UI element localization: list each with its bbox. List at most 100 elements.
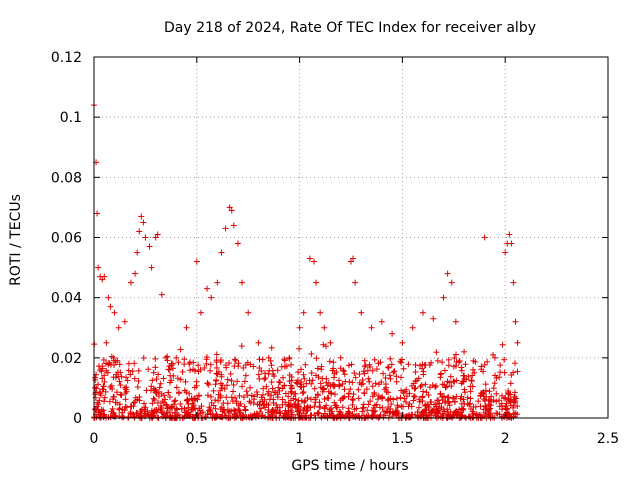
data-point xyxy=(169,405,176,412)
data-point xyxy=(512,318,519,325)
data-point xyxy=(207,393,214,400)
data-point xyxy=(227,370,234,377)
data-point xyxy=(232,394,239,401)
data-point xyxy=(127,403,134,410)
data-point xyxy=(371,389,378,396)
data-point xyxy=(387,405,394,412)
data-point xyxy=(92,376,99,383)
data-point xyxy=(339,395,346,402)
data-point xyxy=(444,378,451,385)
data-point xyxy=(402,398,409,405)
data-point xyxy=(203,360,210,367)
data-point xyxy=(372,380,379,387)
data-point xyxy=(496,374,503,381)
data-point xyxy=(161,392,168,399)
data-point xyxy=(217,392,224,399)
data-point xyxy=(204,392,211,399)
data-point xyxy=(288,389,295,396)
data-point xyxy=(313,355,320,362)
data-point xyxy=(340,367,347,374)
data-point xyxy=(375,360,382,367)
data-point xyxy=(121,318,128,325)
data-point xyxy=(492,372,499,379)
data-point xyxy=(295,397,302,404)
data-point xyxy=(224,376,231,383)
data-point xyxy=(256,356,263,363)
data-point xyxy=(103,339,110,346)
data-point xyxy=(451,355,458,362)
data-point xyxy=(453,393,460,400)
data-point xyxy=(197,366,204,373)
data-point xyxy=(148,264,155,271)
data-point xyxy=(426,409,433,416)
data-point xyxy=(190,396,197,403)
data-point xyxy=(236,392,243,399)
data-point xyxy=(134,249,141,256)
data-point xyxy=(207,410,214,417)
data-point xyxy=(167,404,174,411)
data-point xyxy=(136,228,143,235)
data-point xyxy=(269,406,276,413)
data-point xyxy=(110,393,117,400)
data-point xyxy=(398,356,405,363)
data-point xyxy=(153,409,160,416)
data-point xyxy=(385,389,392,396)
data-point xyxy=(384,397,391,404)
data-point xyxy=(324,382,331,389)
data-point xyxy=(327,339,334,346)
data-point xyxy=(468,377,475,384)
data-point xyxy=(501,369,508,376)
data-point xyxy=(210,387,217,394)
data-point xyxy=(485,397,492,404)
data-point xyxy=(363,386,370,393)
data-point xyxy=(400,403,407,410)
data-point xyxy=(237,400,244,407)
data-point xyxy=(442,384,449,391)
data-point xyxy=(193,411,200,418)
data-point xyxy=(312,399,319,406)
data-point xyxy=(157,380,164,387)
data-point xyxy=(486,411,493,418)
data-point xyxy=(490,385,497,392)
data-point xyxy=(313,279,320,286)
data-point xyxy=(134,396,141,403)
data-point xyxy=(274,394,281,401)
data-point xyxy=(256,408,263,415)
data-point xyxy=(188,406,195,413)
data-point xyxy=(255,371,262,378)
data-point xyxy=(328,390,335,397)
data-point xyxy=(378,318,385,325)
data-point xyxy=(349,396,356,403)
data-point xyxy=(482,387,489,394)
data-point xyxy=(368,413,375,420)
data-point xyxy=(329,367,336,374)
data-point xyxy=(208,294,215,301)
data-point xyxy=(457,411,464,418)
data-point xyxy=(309,377,316,384)
data-point xyxy=(231,408,238,415)
data-point xyxy=(173,384,180,391)
data-point xyxy=(165,405,172,412)
data-point xyxy=(242,407,249,414)
data-point xyxy=(348,258,354,265)
data-points xyxy=(91,102,521,421)
data-point xyxy=(497,362,504,369)
data-point xyxy=(101,378,108,385)
data-point xyxy=(375,392,382,399)
data-point xyxy=(185,400,192,407)
data-point xyxy=(458,364,465,371)
data-point xyxy=(321,324,328,331)
data-point xyxy=(117,391,124,398)
data-point xyxy=(151,396,158,403)
data-point xyxy=(238,343,245,350)
data-point xyxy=(258,405,265,412)
data-point xyxy=(401,395,408,402)
data-point xyxy=(230,222,237,229)
data-point xyxy=(440,294,447,301)
data-point xyxy=(241,378,248,385)
data-point xyxy=(218,413,225,420)
data-point xyxy=(99,375,106,382)
data-point xyxy=(215,397,222,404)
data-point xyxy=(315,374,322,381)
